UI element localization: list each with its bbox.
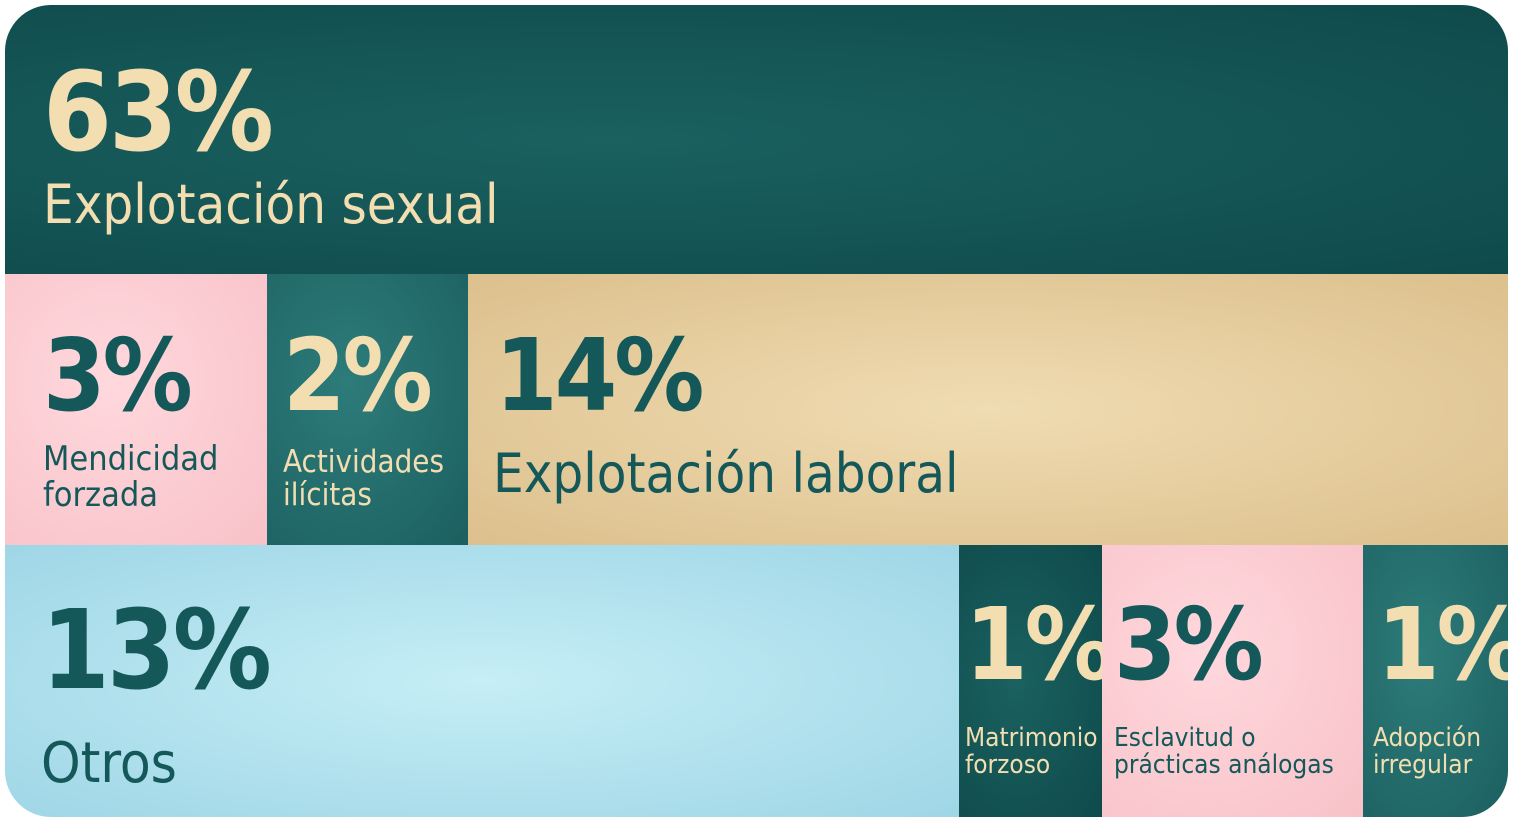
tile-explotacion-laboral: 14% Explotación laboral [468, 274, 1508, 545]
tile-adopcion-irregular: 1% Adopción irregular [1363, 545, 1508, 817]
tile-matrimonio-forzoso: 1% Matrimonio forzoso [959, 545, 1102, 817]
value-label-actividades-ilicitas: 2% [283, 317, 433, 434]
value-label-explotacion-sexual: 63% [43, 48, 274, 176]
tile-mendicidad-forzada: 3% Mendicidad forzada [5, 274, 267, 545]
value-label-esclavitud-practicas-analogas: 3% [1114, 586, 1264, 703]
category-label-matrimonio-forzoso: Matrimonio forzoso [965, 723, 1098, 781]
tile-explotacion-sexual: 63% Explotación sexual [5, 5, 1508, 274]
category-label-esclavitud-practicas-analogas: Esclavitud o prácticas análogas [1114, 723, 1334, 781]
category-label-actividades-ilicitas: Actividades ilícitas [283, 444, 444, 513]
category-label-mendicidad-forzada: Mendicidad forzada [43, 439, 219, 515]
category-label-explotacion-sexual: Explotación sexual [43, 173, 499, 236]
category-label-otros: Otros [41, 731, 177, 796]
value-label-matrimonio-forzoso: 1% [965, 586, 1102, 703]
value-label-mendicidad-forzada: 3% [43, 317, 193, 434]
tile-esclavitud-practicas-analogas: 3% Esclavitud o prácticas análogas [1102, 545, 1363, 817]
tile-actividades-ilicitas: 2% Actividades ilícitas [267, 274, 468, 545]
value-label-explotacion-laboral: 14% [495, 317, 704, 434]
category-label-explotacion-laboral: Explotación laboral [493, 442, 959, 505]
value-label-otros: 13% [41, 586, 272, 714]
tile-otros: 13% Otros [5, 545, 959, 817]
treemap-chart: 63% Explotación sexual 3% Mendicidad for… [5, 5, 1508, 817]
value-label-adopcion-irregular: 1% [1377, 586, 1508, 703]
category-label-adopcion-irregular: Adopción irregular [1373, 723, 1482, 781]
